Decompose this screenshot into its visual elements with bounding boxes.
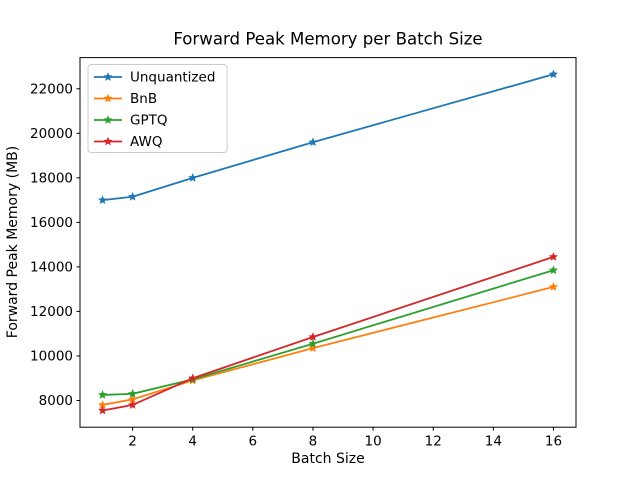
data-point-marker bbox=[548, 282, 559, 291]
data-point-marker bbox=[548, 265, 559, 275]
series-line-bnb bbox=[102, 286, 554, 406]
x-tick-label: 2 bbox=[128, 434, 137, 450]
x-tick-label: 14 bbox=[485, 434, 502, 450]
data-point-marker bbox=[97, 390, 108, 399]
legend-label-unquantized: Unquantized bbox=[130, 70, 215, 86]
data-point-marker bbox=[128, 389, 138, 398]
legend-label-bnb: BnB bbox=[130, 91, 157, 107]
data-point-marker bbox=[128, 394, 138, 404]
data-point-marker bbox=[97, 400, 108, 409]
y-tick-label: 22000 bbox=[30, 81, 73, 97]
data-point-marker bbox=[308, 343, 318, 353]
x-tick-label: 12 bbox=[425, 434, 442, 450]
y-tick-label: 8000 bbox=[39, 393, 73, 409]
y-tick-label: 14000 bbox=[30, 259, 73, 275]
data-point-marker bbox=[97, 405, 108, 415]
legend-box bbox=[87, 64, 228, 153]
data-point-marker bbox=[188, 373, 198, 383]
data-point-marker bbox=[308, 137, 318, 147]
x-tick-label: 6 bbox=[249, 434, 258, 450]
data-point-marker bbox=[548, 69, 559, 79]
series-line-awq bbox=[102, 256, 554, 412]
data-point-marker bbox=[548, 252, 559, 261]
legend-marker-icon bbox=[103, 72, 113, 81]
y-tick-label: 20000 bbox=[30, 126, 73, 142]
legend-label-gptq: GPTQ bbox=[130, 113, 167, 129]
legend-label-awq: AWQ bbox=[130, 134, 162, 150]
x-tick-label: 8 bbox=[309, 434, 318, 450]
data-point-marker bbox=[97, 195, 108, 204]
y-axis-label: Forward Peak Memory (MB) bbox=[5, 146, 21, 338]
x-axis-label: Batch Size bbox=[291, 451, 364, 467]
data-point-marker bbox=[128, 191, 138, 201]
x-tick-label: 4 bbox=[188, 434, 197, 450]
plot-area: 2 4 6 8 10 12 14 16 8000 10000 12000 14000 16000 1800… bbox=[30, 57, 577, 450]
legend-marker-icon bbox=[103, 115, 113, 124]
y-tick-label: 10000 bbox=[30, 348, 73, 364]
legend-marker-icon bbox=[103, 93, 113, 103]
data-point-marker bbox=[308, 338, 318, 348]
chart-title: Forward Peak Memory per Batch Size bbox=[173, 30, 482, 49]
data-point-marker bbox=[308, 332, 318, 341]
x-tick-label: 16 bbox=[545, 434, 562, 450]
y-tick-label: 16000 bbox=[30, 215, 73, 231]
y-tick-label: 18000 bbox=[30, 170, 73, 186]
data-point-marker bbox=[128, 400, 138, 409]
data-point-marker bbox=[188, 173, 198, 182]
axes-frame bbox=[79, 57, 577, 428]
legend-marker-icon bbox=[103, 136, 113, 146]
x-tick-label: 10 bbox=[364, 434, 381, 450]
y-tick-label: 12000 bbox=[30, 304, 73, 320]
